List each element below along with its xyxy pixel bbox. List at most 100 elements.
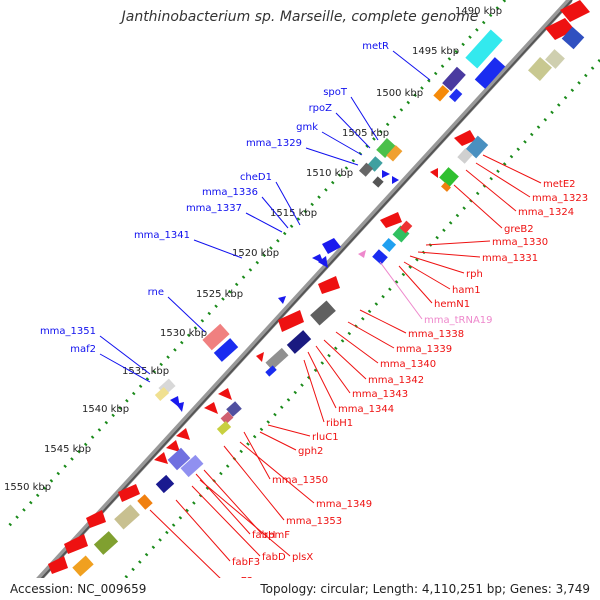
gene-label-leader — [350, 96, 379, 141]
gene-feature — [474, 57, 506, 89]
gene-label-leader — [425, 240, 491, 246]
forward-gene-label: mma_1329 — [246, 138, 302, 149]
ruler-tick-label: 1545 kbp — [44, 444, 91, 455]
reverse-gene-label: rph — [466, 269, 483, 280]
gene-label-leader — [267, 424, 311, 437]
reverse-gene-label: plsX — [292, 552, 313, 563]
gene-label-leader — [398, 265, 433, 304]
gene-feature — [442, 66, 466, 92]
gene-label-leader — [359, 309, 407, 334]
gene-feature — [118, 484, 140, 502]
reverse-gene-labels: metE2 mma_1323 mma_1324 greB2 mma_1330 mma_13… — [149, 154, 588, 587]
gene-label-leader — [99, 353, 151, 383]
gene-feature — [465, 29, 503, 69]
reverse-gene-label: mma_1349 — [316, 499, 372, 510]
gene-feature — [465, 135, 489, 159]
genome-backbone-shade — [21, 0, 573, 600]
gene-feature — [441, 182, 451, 192]
gene-feature — [433, 85, 450, 102]
gene-feature — [166, 440, 180, 452]
gene-feature — [382, 170, 390, 178]
reverse-gene-label: ham1 — [452, 285, 481, 296]
gene-feature — [430, 168, 438, 178]
forward-gene-label: cheD1 — [240, 172, 272, 183]
gene-label-leader — [261, 196, 289, 229]
gene-label-leader — [275, 181, 301, 226]
gene-feature — [545, 49, 565, 69]
ruler-tick-label: 1510 kbp — [306, 168, 353, 179]
gene-feature — [216, 421, 232, 435]
ruler-tick-label: 1530 kbp — [160, 328, 207, 339]
gene-label-leader — [203, 469, 263, 535]
forward-gene-label: rne — [148, 287, 164, 298]
gene-label-leader — [417, 251, 481, 258]
map-title: Janthinobacterium sp. Marseille, complet… — [121, 9, 479, 25]
gene-feature — [180, 454, 204, 478]
ruler-tick-label: 1550 kbp — [4, 482, 51, 493]
forward-gene-label: maf2 — [70, 344, 96, 355]
forward-gene-label: metR — [362, 41, 389, 52]
reverse-gene-label: gph2 — [298, 446, 323, 457]
gene-label-leader — [409, 255, 465, 274]
reverse-gene-label: mma_1331 — [482, 253, 538, 264]
reverse-gene-label: mma_1324 — [518, 207, 574, 218]
forward-gene-label: mma_1337 — [186, 203, 242, 214]
gene-feature — [226, 401, 242, 417]
gene-label-leader — [315, 345, 351, 394]
gene-feature — [167, 447, 191, 471]
gene-feature — [154, 387, 170, 401]
reverse-gene-label: mma_1343 — [352, 389, 408, 400]
forward-gene-label: rpoZ — [309, 103, 333, 114]
gene-feature — [380, 212, 402, 228]
gene-label-leader — [303, 359, 325, 423]
gene-label-leader — [245, 212, 283, 233]
gene-feature — [358, 250, 366, 258]
gene-feature — [399, 220, 413, 234]
gene-feature — [114, 504, 140, 530]
reverse-gene-label: ribH1 — [326, 418, 353, 429]
reverse-gene-label: hemN1 — [434, 299, 470, 310]
ruler-dotted-line — [3, 0, 507, 532]
gene-feature — [204, 402, 218, 414]
gene-label-leader — [482, 154, 542, 184]
gene-label-leader — [465, 169, 517, 212]
ruler-tick-label: 1505 kbp — [342, 128, 389, 139]
gene-feature — [372, 176, 384, 188]
gene-feature — [376, 138, 396, 158]
ruler-tick-label: 1535 kbp — [122, 366, 169, 377]
gene-label-leader — [347, 321, 395, 349]
gene-label-leader — [259, 431, 297, 451]
gene-feature — [278, 296, 286, 304]
forward-gene-label: mma_1341 — [134, 230, 190, 241]
gene-feature — [265, 347, 289, 371]
reverse-gene-label: rluC1 — [312, 432, 339, 443]
gene-feature — [155, 474, 175, 494]
forward-gene-label: mma_1336 — [202, 187, 258, 198]
gene-label-leader — [223, 445, 285, 521]
gene-label-leader — [175, 499, 231, 562]
gene-feature — [454, 130, 476, 146]
gene-label-leader — [239, 441, 315, 504]
gene-label-leader — [403, 261, 451, 290]
gene-label-leader — [193, 239, 243, 259]
gene-feature — [213, 338, 239, 362]
gene-label-leader — [321, 131, 363, 156]
gene-feature — [154, 452, 168, 464]
gene-label-leader — [305, 147, 359, 166]
gene-feature — [322, 238, 341, 254]
gene-feature — [439, 167, 459, 187]
gene-feature — [372, 249, 388, 265]
gene-feature — [176, 428, 190, 440]
reverse-gene-label: mma_1339 — [396, 344, 452, 355]
gene-label-leader — [191, 485, 261, 557]
gene-label-leader — [335, 112, 371, 149]
gene-label-leader — [475, 162, 531, 198]
gene-label-leader — [199, 479, 291, 557]
gene-label-leader — [379, 261, 423, 320]
gene-label-leader — [307, 351, 337, 409]
forward-gene-label: gmk — [296, 122, 318, 133]
gene-feature — [218, 388, 232, 400]
gene-feature — [286, 330, 312, 354]
gene-label-leader — [335, 331, 379, 364]
